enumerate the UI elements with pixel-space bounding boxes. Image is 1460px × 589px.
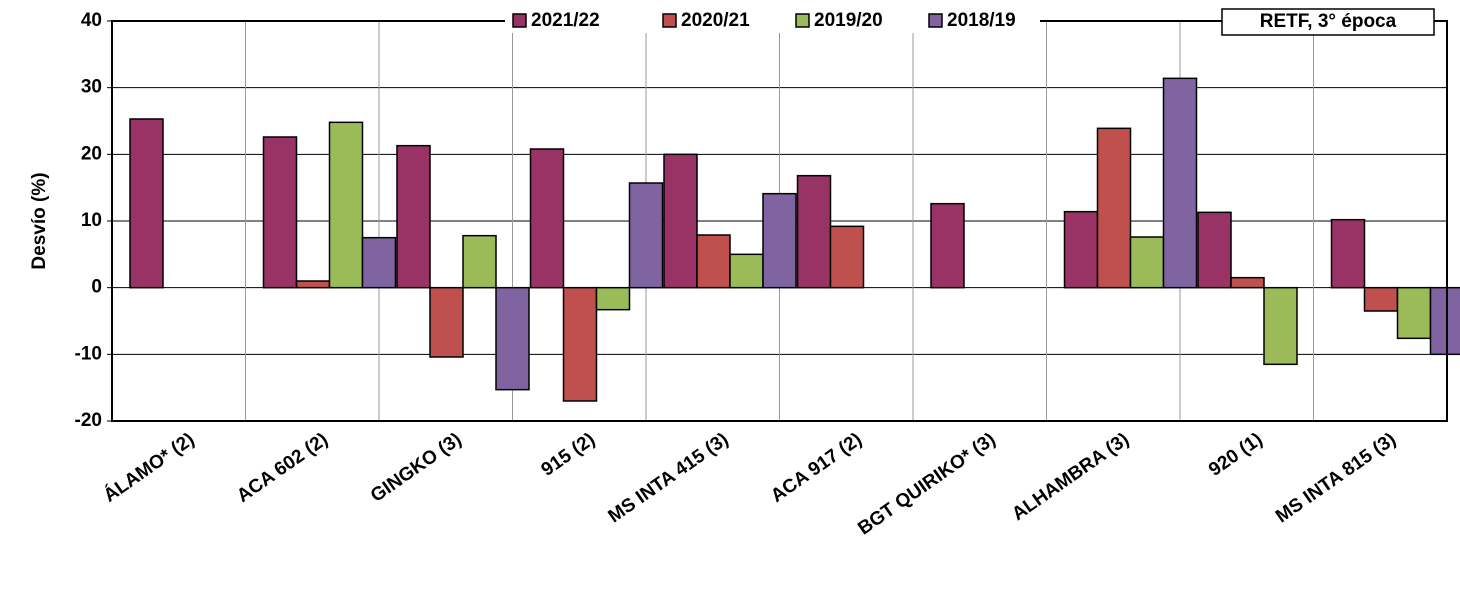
bar [462, 234, 497, 289]
legend-label: 2020/21 [681, 10, 750, 31]
bar [930, 202, 965, 289]
bar [1429, 286, 1460, 356]
bar [1197, 211, 1232, 289]
y-axis-label: Desvío (%) [29, 172, 50, 269]
legend-swatch [512, 13, 527, 28]
y-tick-label: -10 [75, 343, 102, 364]
bar [262, 136, 298, 289]
bar [295, 280, 331, 289]
y-tick-label: 20 [81, 143, 102, 164]
bar [529, 148, 565, 289]
x-tick-label: ACA 917 (2) [767, 429, 866, 507]
chart-title: RETF, 3° época [1260, 11, 1397, 32]
x-tick-label: BGT QUIRIKO* (3) [854, 429, 999, 539]
bar [1330, 218, 1366, 289]
bar [1129, 236, 1165, 289]
y-tick-label: -20 [75, 410, 102, 431]
bar [762, 192, 797, 289]
x-tick-label: 920 (1) [1205, 429, 1266, 481]
bar [628, 182, 664, 289]
bar [829, 225, 865, 289]
bar [1396, 286, 1432, 340]
bar [595, 286, 631, 311]
bar [429, 286, 464, 358]
x-tick-label: MS INTA 815 (3) [1272, 429, 1400, 527]
bar [1363, 286, 1399, 312]
bar [361, 236, 397, 289]
bar [129, 118, 164, 289]
bar [1063, 210, 1099, 289]
bar [1096, 127, 1132, 289]
bar [696, 234, 731, 289]
y-tick-label: 10 [81, 210, 102, 231]
y-tick-label: 0 [91, 277, 102, 298]
legend-label: 2019/20 [814, 10, 883, 31]
bar [562, 286, 598, 402]
x-tick-label: ALHAMBRA (3) [1008, 429, 1133, 525]
bar [1263, 286, 1298, 366]
bar [328, 121, 364, 289]
x-tick-label: ÁLAMO* (2) [99, 428, 198, 507]
y-tick-label: 40 [81, 10, 102, 31]
bar [396, 144, 431, 289]
y-tick-label: 30 [81, 77, 102, 98]
bar [495, 286, 530, 391]
legend-label: 2021/22 [531, 10, 600, 31]
x-tick-label: MS INTA 415 (3) [605, 429, 733, 527]
x-tick-label: GINGKO (3) [367, 429, 466, 507]
title-box [1221, 8, 1435, 36]
bar [663, 153, 698, 289]
legend-background [505, 9, 1040, 33]
x-tick-label: 915 (2) [538, 429, 599, 481]
legend-swatch [662, 13, 677, 28]
legend-swatch [795, 13, 810, 28]
legend-swatch [928, 13, 943, 28]
bar [729, 253, 764, 289]
x-tick-label: ACA 602 (2) [233, 429, 332, 507]
bar [1230, 276, 1265, 289]
legend-label: 2018/19 [947, 10, 1016, 31]
bar [796, 174, 832, 289]
bar [1162, 77, 1198, 289]
